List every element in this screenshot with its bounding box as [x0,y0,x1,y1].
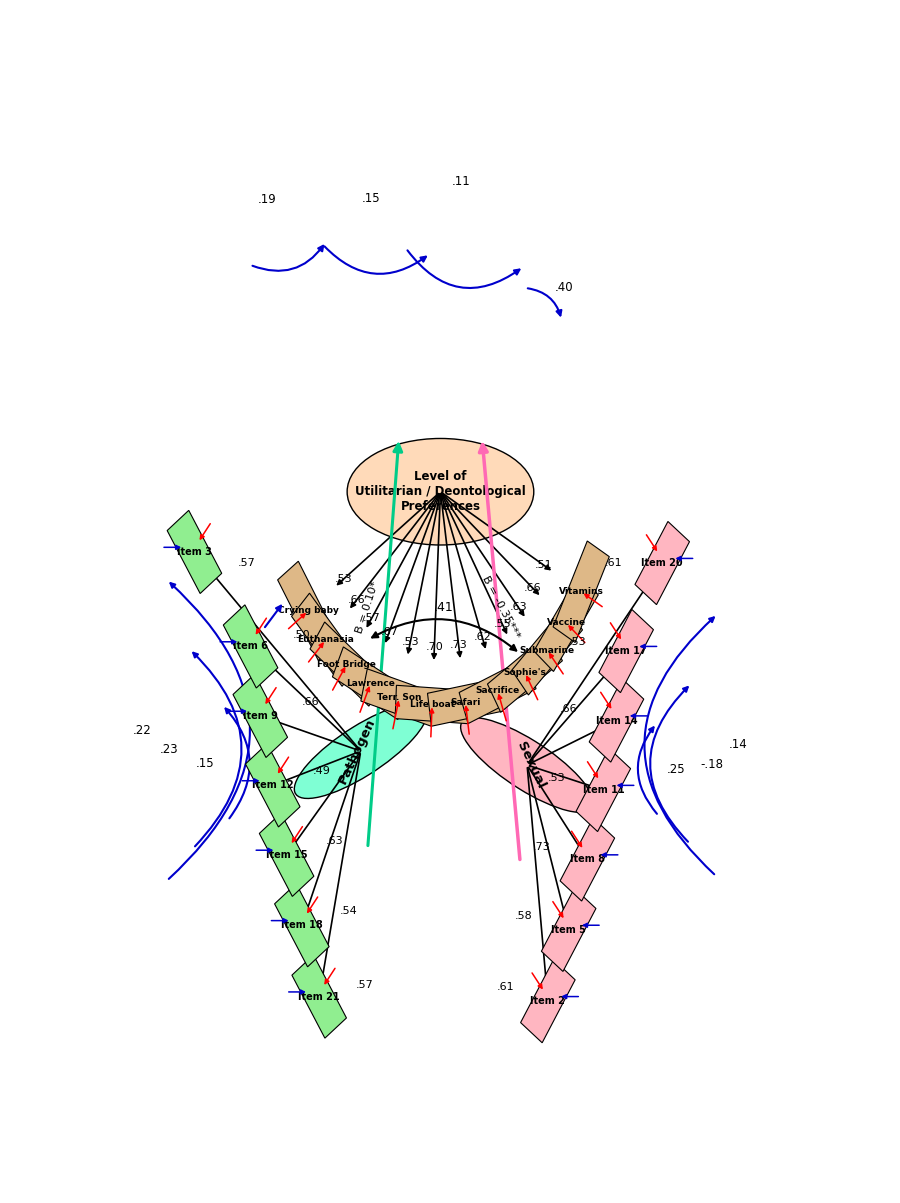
Text: .57: .57 [364,612,381,623]
Text: .61: .61 [605,558,623,568]
Ellipse shape [461,718,593,812]
Text: .22: .22 [133,724,152,737]
Text: Vaccine: Vaccine [546,618,586,628]
Text: .66: .66 [302,697,319,707]
Text: .57: .57 [356,979,373,990]
Text: Item 15: Item 15 [266,849,308,860]
Text: Crying baby: Crying baby [278,606,338,616]
Text: Level of
Utilitarian / Deontological
Preferences: Level of Utilitarian / Deontological Pre… [356,470,526,514]
FancyBboxPatch shape [395,686,469,724]
Text: B = -0.35***: B = -0.35*** [480,575,521,640]
FancyBboxPatch shape [542,888,596,972]
Text: .73: .73 [533,842,551,852]
Text: .70: .70 [426,642,443,652]
Text: Item 11: Item 11 [582,786,624,795]
FancyBboxPatch shape [512,605,582,695]
FancyBboxPatch shape [167,510,221,593]
FancyBboxPatch shape [534,574,598,671]
Text: Sophie's: Sophie's [503,668,546,677]
Text: .66: .66 [560,705,578,715]
Text: .54: .54 [340,906,358,917]
Text: .11: .11 [452,174,471,188]
Text: .73: .73 [450,640,467,651]
Text: .25: .25 [667,763,686,776]
Text: Item 3: Item 3 [177,547,212,557]
Text: .67: .67 [381,627,399,636]
Text: Item 9: Item 9 [243,711,278,721]
Text: .50: .50 [293,630,310,640]
Text: Item 18: Item 18 [281,920,323,930]
Text: Safari: Safari [450,698,481,706]
Text: B = 0.10*: B = 0.10* [355,580,381,635]
Text: .63: .63 [509,603,527,612]
Text: Item 20: Item 20 [642,558,683,568]
FancyBboxPatch shape [277,562,339,660]
Text: Item 6: Item 6 [233,641,268,651]
Text: .53: .53 [335,574,353,583]
Text: .40: .40 [554,282,573,295]
Text: .58: .58 [515,911,533,921]
FancyBboxPatch shape [332,647,409,719]
Ellipse shape [347,438,534,545]
FancyBboxPatch shape [274,884,329,967]
Text: .49: .49 [312,766,330,776]
Text: Item 14: Item 14 [596,716,637,725]
Text: Item 21: Item 21 [299,991,340,1002]
Text: .14: .14 [729,739,748,751]
FancyBboxPatch shape [459,658,536,724]
Text: .19: .19 [257,194,276,207]
FancyBboxPatch shape [590,678,644,763]
FancyBboxPatch shape [361,669,437,727]
FancyBboxPatch shape [223,605,278,688]
FancyBboxPatch shape [233,675,288,758]
Text: Item 5: Item 5 [551,925,586,935]
Text: Item 2: Item 2 [530,996,565,1006]
Text: Item 17: Item 17 [606,646,647,656]
Text: -.18: -.18 [700,758,724,771]
Text: Life boat: Life boat [410,700,454,709]
Text: Sexual: Sexual [514,740,547,790]
FancyBboxPatch shape [246,743,300,826]
Text: Submarine: Submarine [519,646,575,654]
Text: .41: .41 [434,602,454,614]
Text: .61: .61 [497,983,515,992]
Text: .55: .55 [493,618,511,629]
Text: .66: .66 [348,594,365,605]
Text: Sacrifice: Sacrifice [475,686,519,695]
Text: .63: .63 [326,836,343,846]
Text: .62: .62 [473,632,491,642]
FancyBboxPatch shape [310,622,383,706]
FancyBboxPatch shape [634,521,689,605]
Text: .57: .57 [238,558,256,568]
FancyBboxPatch shape [520,960,575,1043]
Text: .53: .53 [569,636,587,647]
Text: Pathogen: Pathogen [337,716,378,786]
Text: .23: .23 [159,742,178,755]
FancyBboxPatch shape [259,813,314,896]
Text: .15: .15 [362,191,381,205]
FancyBboxPatch shape [554,541,609,642]
Text: Lawrence: Lawrence [346,678,395,688]
Text: .66: .66 [524,582,541,593]
Text: .53: .53 [401,638,419,647]
Text: .53: .53 [547,774,565,783]
FancyBboxPatch shape [560,818,615,901]
Text: Euthanasia: Euthanasia [297,635,355,645]
Text: Foot Bridge: Foot Bridge [318,659,376,669]
Text: Item 8: Item 8 [570,854,605,865]
Text: .51: .51 [535,559,552,570]
FancyBboxPatch shape [576,748,631,831]
Text: Item 12: Item 12 [252,781,293,790]
FancyBboxPatch shape [598,610,653,693]
Text: Terr. Son: Terr. Son [377,693,421,703]
FancyBboxPatch shape [292,593,360,686]
Ellipse shape [294,704,428,799]
Text: .15: .15 [195,757,214,770]
FancyBboxPatch shape [292,955,346,1038]
Text: Vitamins: Vitamins [559,587,604,597]
FancyBboxPatch shape [428,678,503,727]
FancyBboxPatch shape [488,633,562,712]
